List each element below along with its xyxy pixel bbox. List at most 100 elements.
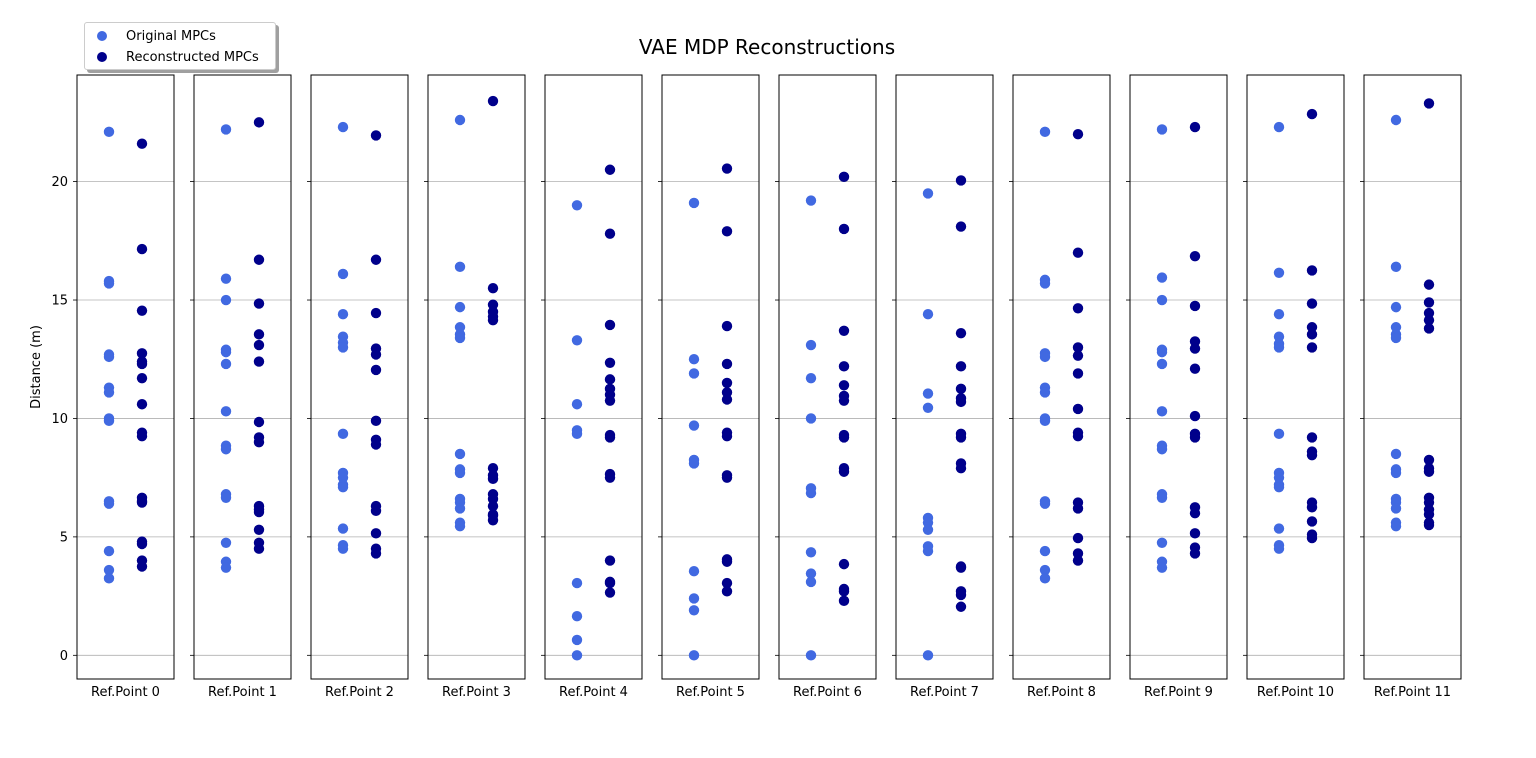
reconstructed-mpc-point (136, 305, 148, 316)
reconstructed-mpc-point (253, 436, 265, 448)
reconstructed-mpc-point (370, 548, 382, 559)
original-mpc-point (1273, 267, 1285, 278)
reconstructed-mpc-point (838, 466, 850, 477)
reconstructed-mpc-point (1189, 432, 1201, 443)
reconstructed-mpc-point (721, 358, 733, 370)
reconstructed-mpc-point (1189, 251, 1201, 262)
original-mpc-point (1273, 523, 1285, 534)
reconstructed-mpc-point (604, 374, 616, 385)
reconstructed-mpc-point (370, 349, 382, 360)
original-mpc-point (1390, 322, 1402, 333)
subplot-frame (193, 74, 292, 680)
x-tick-label: Ref.Point 3 (442, 685, 511, 700)
original-mpc-point (337, 543, 349, 554)
reconstructed-mpc-point (253, 506, 265, 518)
reconstructed-mpc-point (721, 226, 733, 237)
subplot-panel-3: Ref.Point 3 (424, 74, 526, 700)
original-mpc-point (688, 605, 700, 616)
reconstructed-mpc-point (1072, 431, 1084, 442)
reconstructed-mpc-point (487, 473, 499, 485)
original-mpc-point (922, 188, 934, 199)
original-mpc-point (1039, 278, 1051, 289)
original-mpc-point (103, 564, 115, 576)
x-tick-label: Ref.Point 10 (1257, 685, 1334, 700)
x-tick-label: Ref.Point 9 (1144, 685, 1213, 700)
original-mpc-point (922, 650, 934, 661)
subplot-panel-9: Ref.Point 9 (1126, 74, 1228, 700)
reconstructed-mpc-point (1423, 314, 1435, 326)
subplot-frame (544, 74, 643, 680)
original-mpc-point (337, 342, 349, 353)
reconstructed-mpc-point (1072, 303, 1084, 314)
x-tick-label: Ref.Point 6 (793, 685, 862, 700)
y-tick-label: 15 (51, 294, 68, 309)
original-mpc-point (1039, 573, 1051, 584)
original-mpc-point (1390, 503, 1402, 514)
original-mpc-point (688, 650, 700, 661)
reconstructed-mpc-point (1189, 300, 1201, 312)
reconstructed-mpc-point (487, 95, 499, 107)
subplot-frame (1129, 74, 1228, 680)
original-mpc-point (103, 126, 115, 138)
reconstructed-mpc-point (604, 357, 616, 368)
original-mpc-point (805, 372, 817, 384)
reconstructed-mpc-point (838, 171, 850, 183)
reconstructed-mpc-point (721, 556, 733, 567)
legend-marker-reconstructed (97, 52, 107, 62)
original-mpc-point (220, 124, 232, 135)
reconstructed-mpc-point (1072, 503, 1084, 514)
original-mpc-point (1156, 346, 1168, 358)
original-mpc-point (571, 611, 583, 622)
original-mpc-point (805, 339, 817, 351)
reconstructed-mpc-point (136, 538, 148, 550)
original-mpc-point (922, 309, 934, 320)
original-mpc-point (805, 576, 817, 588)
reconstructed-mpc-point (136, 561, 148, 572)
reconstructed-mpc-point (136, 431, 148, 442)
x-tick-label: Ref.Point 11 (1374, 685, 1451, 700)
original-mpc-point (337, 472, 349, 483)
reconstructed-mpc-point (838, 361, 850, 372)
original-mpc-point (1273, 472, 1285, 483)
original-mpc-point (1273, 481, 1285, 493)
reconstructed-mpc-point (604, 587, 616, 598)
reconstructed-mpc-point (1072, 342, 1084, 353)
reconstructed-mpc-point (838, 395, 850, 406)
reconstructed-mpc-point (604, 555, 616, 566)
reconstructed-mpc-point (1306, 329, 1318, 340)
original-mpc-point (1039, 498, 1051, 509)
reconstructed-mpc-point (253, 117, 265, 128)
reconstructed-mpc-point (604, 395, 616, 406)
reconstructed-mpc-point (955, 562, 967, 573)
reconstructed-mpc-point (721, 320, 733, 332)
original-mpc-point (805, 568, 817, 579)
legend-label-reconstructed: Reconstructed MPCs (126, 49, 259, 65)
original-mpc-point (688, 197, 700, 209)
reconstructed-mpc-point (721, 431, 733, 442)
reconstructed-mpc-point (487, 500, 499, 512)
subplot-panels: 0 5 10 15 20 Ref.Point 0 Ref.Point 1 Ref.Point … (51, 74, 1462, 700)
original-mpc-point (1156, 444, 1168, 455)
reconstructed-mpc-point (1306, 449, 1318, 461)
reconstructed-mpc-point (1072, 129, 1084, 140)
reconstructed-mpc-point (955, 221, 967, 232)
x-tick-label: Ref.Point 4 (559, 685, 628, 700)
reconstructed-mpc-point (1306, 322, 1318, 333)
original-mpc-point (220, 294, 232, 306)
reconstructed-mpc-point (955, 432, 967, 443)
reconstructed-mpc-point (136, 358, 148, 370)
original-mpc-point (571, 428, 583, 440)
reconstructed-mpc-point (253, 298, 265, 309)
chart-legend: Original MPCs Reconstructed MPCs (84, 22, 276, 70)
original-mpc-point (454, 114, 466, 126)
original-mpc-point (1039, 387, 1051, 398)
original-mpc-point (103, 278, 115, 289)
original-mpc-point (1156, 406, 1168, 417)
original-mpc-point (1039, 126, 1051, 138)
reconstructed-mpc-point (487, 282, 499, 294)
original-mpc-point (220, 562, 232, 573)
reconstructed-mpc-point (955, 589, 967, 601)
subplot-panel-7: Ref.Point 7 (892, 74, 994, 700)
